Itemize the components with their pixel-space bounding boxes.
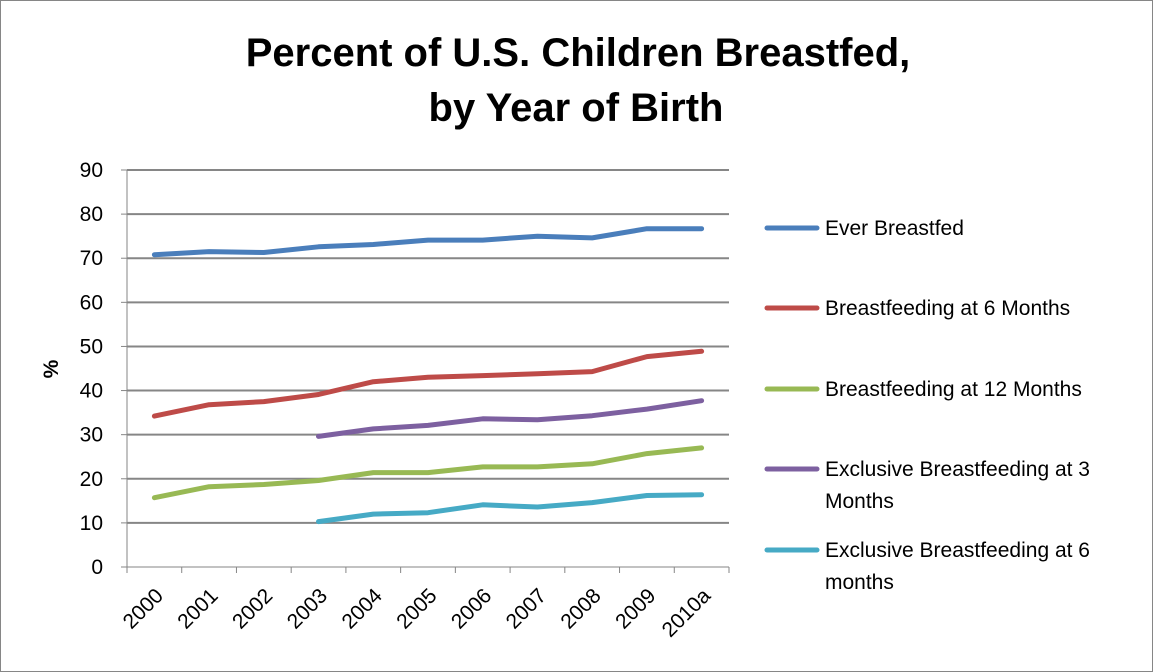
y-tick-label: 90 bbox=[80, 159, 103, 182]
legend-label: Exclusive Breastfeeding at 3 bbox=[825, 458, 1090, 481]
y-tick-label: 30 bbox=[80, 424, 103, 447]
y-tick-label: 50 bbox=[80, 335, 103, 358]
series-line bbox=[316, 398, 705, 439]
legend-label: Breastfeeding at 6 Months bbox=[825, 297, 1070, 320]
data-series bbox=[151, 226, 705, 525]
chart-title-line-1: Percent of U.S. Children Breastfed, bbox=[246, 31, 911, 75]
series-line bbox=[316, 492, 705, 525]
x-tick-label: 2001 bbox=[173, 584, 222, 633]
y-tick-label: 80 bbox=[80, 203, 103, 226]
x-tick-label: 2004 bbox=[338, 584, 388, 634]
legend-label: Breastfeeding at 12 Months bbox=[825, 378, 1082, 401]
series-line bbox=[151, 348, 705, 419]
y-axis-label: % bbox=[40, 359, 63, 378]
y-tick-label: 0 bbox=[91, 556, 103, 579]
axes bbox=[126, 170, 730, 573]
legend-label: Exclusive Breastfeeding at 6 bbox=[825, 539, 1090, 562]
y-tick-label: 40 bbox=[80, 380, 103, 403]
x-tick-label: 2010a bbox=[658, 584, 716, 642]
y-tick-label: 60 bbox=[80, 291, 103, 314]
x-tick-label: 2002 bbox=[228, 584, 277, 633]
legend: Ever Breastfed Breastfeeding at 6 Months B… bbox=[764, 217, 1090, 594]
legend-label: Ever Breastfed bbox=[825, 217, 964, 240]
y-tick-labels: 0 10 20 30 40 50 60 70 80 90 bbox=[80, 159, 103, 579]
x-tick-label: 2003 bbox=[283, 584, 332, 633]
x-tick-label: 2006 bbox=[447, 584, 496, 633]
x-tick-label: 2008 bbox=[556, 584, 605, 633]
series-line bbox=[151, 445, 705, 501]
series-line bbox=[151, 226, 705, 258]
x-tick-label: 2007 bbox=[502, 584, 551, 633]
y-tick-label: 10 bbox=[80, 512, 103, 535]
x-tick-label: 2009 bbox=[611, 584, 660, 633]
x-tick-label: 2005 bbox=[392, 584, 441, 633]
legend-label: months bbox=[825, 571, 894, 594]
y-tick-label: 20 bbox=[80, 468, 103, 491]
y-tick-label: 70 bbox=[80, 247, 103, 270]
x-tick-labels: 2000 2001 2002 2003 2004 2005 2006 2007 2008 2009… bbox=[119, 584, 716, 642]
gridlines bbox=[121, 169, 729, 568]
chart-title-line-2: by Year of Birth bbox=[429, 86, 724, 130]
legend-label: Months bbox=[825, 490, 894, 513]
x-tick-label: 2000 bbox=[119, 584, 168, 633]
